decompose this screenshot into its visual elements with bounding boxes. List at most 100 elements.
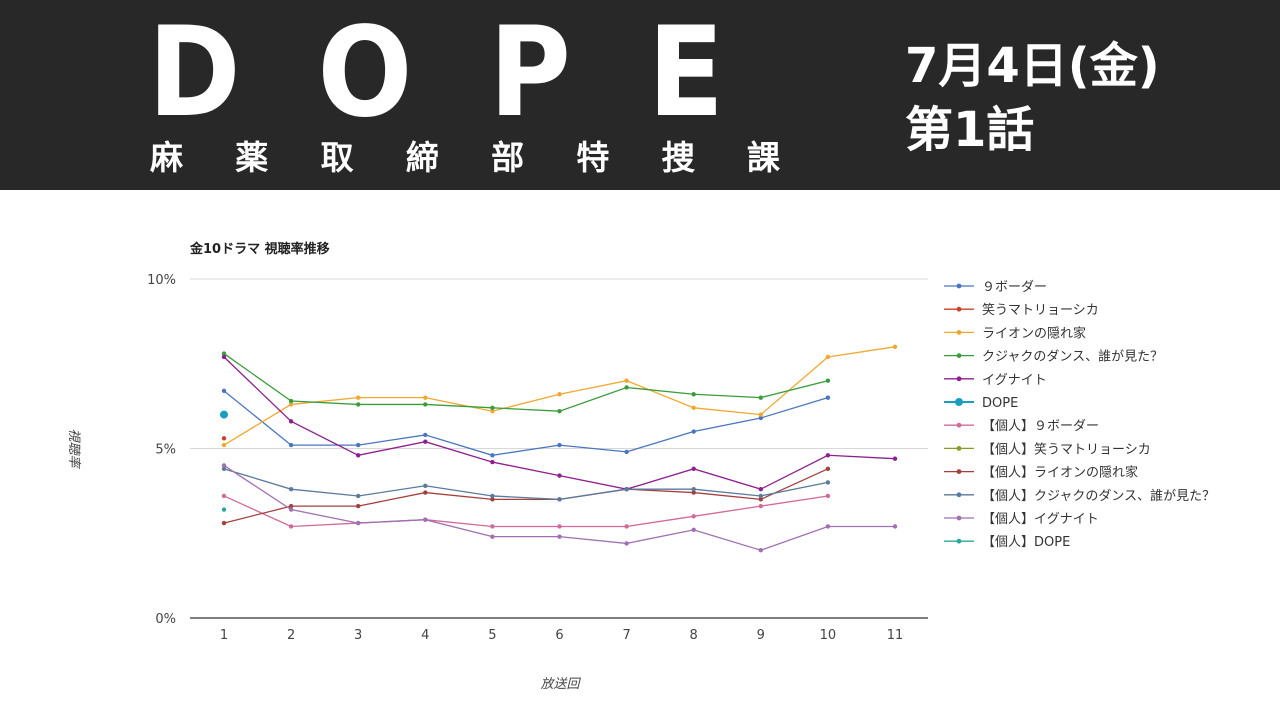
legend-swatch-dot xyxy=(956,422,962,428)
y-axis-label: 視聴率 xyxy=(66,428,82,469)
data-point xyxy=(288,442,294,448)
subtitle-char: 締 xyxy=(405,138,439,177)
data-point xyxy=(758,497,763,502)
data-point xyxy=(423,490,428,495)
legend-label: 笑うマトリョーシカ xyxy=(982,302,1099,318)
data-point xyxy=(288,524,294,529)
title-letter: D xyxy=(148,1,241,145)
show-title: D O P E xyxy=(148,8,724,138)
series-line xyxy=(223,468,829,524)
data-point xyxy=(490,524,495,529)
data-point xyxy=(825,378,831,383)
series-line xyxy=(223,495,828,528)
y-tick-label: 5% xyxy=(155,443,176,458)
legend-label: 【個人】笑うマトリョーシカ xyxy=(982,441,1151,457)
data-point xyxy=(691,490,696,495)
data-point xyxy=(221,354,227,360)
data-point xyxy=(221,442,227,448)
legend-label: DOPE xyxy=(982,396,1018,411)
data-point xyxy=(288,402,294,407)
data-point xyxy=(288,507,294,512)
legend-label: 【個人】クジャクのダンス、誰が見た？ xyxy=(982,488,1215,504)
data-point xyxy=(423,402,428,407)
legend-label: クジャクのダンス、誰が見た？ xyxy=(982,349,1163,365)
data-point xyxy=(356,503,361,509)
title-letter: O xyxy=(317,1,413,145)
title-letter: P xyxy=(489,1,571,145)
legend-label: イグナイト xyxy=(982,373,1047,388)
legend-swatch-dot xyxy=(956,283,962,289)
data-point xyxy=(691,527,696,533)
header-banner: D O P E 麻 薬 取 締 部 特 捜 課 7月4日(金) 第1話 xyxy=(0,0,1280,190)
data-point xyxy=(356,395,361,400)
data-point xyxy=(691,405,696,411)
data-point xyxy=(624,486,629,492)
data-point xyxy=(490,453,495,458)
broadcast-date: 7月4日(金) xyxy=(905,38,1160,94)
legend-swatch-dot xyxy=(956,492,962,498)
data-point xyxy=(758,395,763,400)
data-point xyxy=(221,351,227,356)
data-point xyxy=(691,466,696,472)
legend-swatch-dot xyxy=(956,538,962,544)
data-point xyxy=(758,548,763,553)
ratings-chart: 金10ドラマ 視聴率推移 0% 5% 10% 1 2 3 4 5 6 7 8 9 10 11 放送回 視聴率 ９ボ… xyxy=(66,241,1215,692)
data-point xyxy=(221,463,227,468)
data-point xyxy=(691,429,696,434)
legend-swatch-dot xyxy=(956,446,962,451)
legend-swatch-dot xyxy=(956,330,962,335)
legend-label: ９ボーダー xyxy=(982,280,1047,295)
data-point xyxy=(825,453,831,458)
series-line xyxy=(223,353,829,412)
subtitle-char: 部 xyxy=(491,138,525,177)
x-tick-label: 1 xyxy=(220,628,228,643)
data-point xyxy=(490,497,495,502)
data-point xyxy=(356,453,361,458)
data-point xyxy=(557,524,562,529)
data-point xyxy=(892,456,898,461)
data-point xyxy=(356,520,361,526)
data-point xyxy=(288,419,294,424)
data-point xyxy=(758,486,763,492)
x-tick-label: 4 xyxy=(421,628,429,643)
data-point xyxy=(221,466,227,472)
data-point xyxy=(557,409,562,414)
x-tick-label: 11 xyxy=(887,628,904,643)
title-letter: E xyxy=(647,1,724,145)
data-point xyxy=(825,466,831,472)
subtitle-char: 麻 xyxy=(150,138,183,177)
data-point xyxy=(221,436,227,441)
x-tick-label: 5 xyxy=(488,628,496,643)
subtitle-char: 薬 xyxy=(235,138,269,177)
data-point xyxy=(557,473,562,478)
legend-label: 【個人】イグナイト xyxy=(982,512,1099,527)
x-tick-label: 8 xyxy=(690,628,698,643)
legend-swatch-dot xyxy=(956,469,962,474)
data-point xyxy=(221,520,227,526)
data-point xyxy=(691,392,696,397)
data-point xyxy=(557,497,562,502)
x-tick-label: 6 xyxy=(555,628,563,643)
data-point xyxy=(423,483,428,488)
data-point xyxy=(624,449,629,455)
data-point xyxy=(288,398,294,404)
data-point xyxy=(288,486,294,492)
subtitle-char: 捜 xyxy=(661,138,695,177)
data-point xyxy=(221,507,227,512)
x-tick-label: 10 xyxy=(820,628,837,643)
legend-label: ライオンの隠れ家 xyxy=(982,325,1086,341)
x-axis-label: 放送回 xyxy=(540,677,581,692)
data-point xyxy=(490,493,495,499)
data-point xyxy=(691,486,696,492)
data-point xyxy=(557,534,562,539)
data-point xyxy=(758,415,763,421)
x-tick-label: 3 xyxy=(354,628,362,643)
data-point xyxy=(825,493,831,499)
data-point xyxy=(691,514,696,519)
legend-label: 【個人】９ボーダー xyxy=(982,419,1099,434)
data-point xyxy=(490,405,495,411)
data-point xyxy=(758,503,763,509)
subtitle-char: 取 xyxy=(320,138,354,177)
episode-number: 第1話 xyxy=(905,102,1035,158)
data-point xyxy=(490,409,495,414)
